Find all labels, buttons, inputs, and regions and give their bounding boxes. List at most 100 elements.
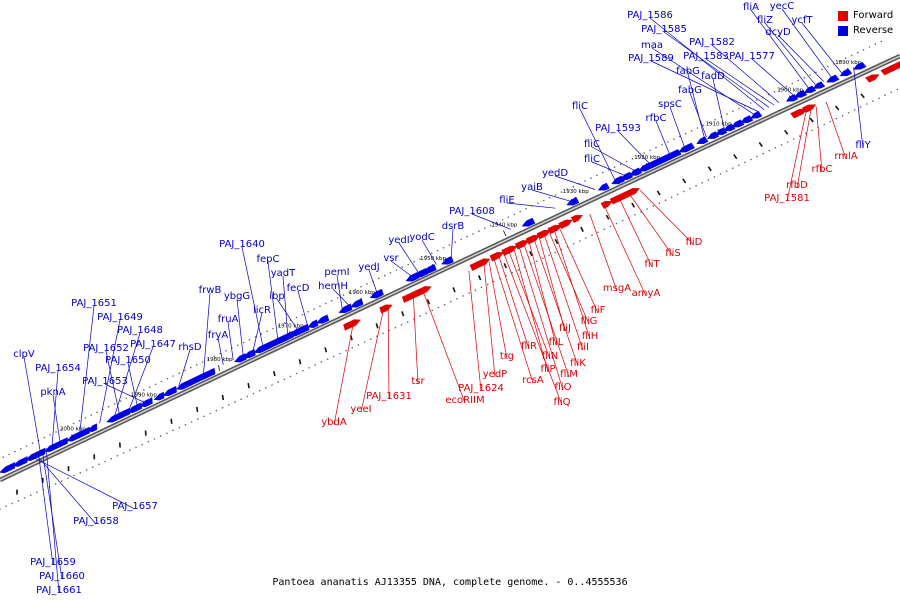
- gene-label: PAJ_1582: [689, 37, 735, 48]
- reverse-gene: [715, 127, 728, 135]
- reverse-gene: [66, 426, 91, 442]
- track-dot: [850, 54, 853, 57]
- gene-label: fliK: [570, 358, 586, 369]
- gene-label: ybgG: [224, 291, 250, 302]
- track-dot: [554, 194, 557, 196]
- track-dot: [25, 445, 28, 447]
- track-dot: [480, 286, 483, 289]
- track-dot: [634, 214, 636, 216]
- track-dot: [872, 100, 874, 102]
- reverse-gene: [839, 68, 853, 77]
- track-mark: [324, 347, 328, 353]
- label-leader-lines: [23, 8, 864, 594]
- track-dot: [844, 57, 847, 59]
- gene-label: spsC: [658, 99, 682, 110]
- track-dot: [621, 219, 624, 222]
- track-dot: [407, 263, 410, 266]
- label-leader: [421, 239, 437, 265]
- track-mark: [707, 166, 712, 172]
- track-dot: [72, 422, 75, 425]
- label-leader: [663, 31, 770, 108]
- track-mark: [298, 359, 302, 365]
- track-dot: [536, 260, 538, 263]
- track-dot: [388, 329, 391, 332]
- label-leader: [267, 261, 279, 340]
- gene-label: amyA: [632, 288, 661, 299]
- label-leader: [619, 199, 653, 268]
- track-dot: [673, 138, 675, 140]
- track-dot: [542, 257, 544, 260]
- label-leader: [252, 312, 263, 351]
- label-leader: [52, 394, 61, 443]
- gene-label: PAJ_1661: [36, 585, 82, 596]
- reverse-gene: [785, 94, 799, 102]
- track-dot: [454, 241, 457, 243]
- track-dot: [862, 49, 865, 51]
- track-dot: [839, 60, 841, 62]
- label-leader: [523, 244, 570, 378]
- reverse-gene: [12, 456, 28, 467]
- track-dot: [755, 99, 758, 101]
- track-dot: [419, 315, 421, 317]
- track-mark: [834, 105, 840, 111]
- forward-gene: [489, 252, 505, 262]
- track-dot: [219, 352, 221, 355]
- track-dot: [732, 110, 734, 113]
- label-leader: [669, 106, 685, 148]
- track-dot: [566, 188, 569, 191]
- label-leader: [853, 67, 864, 149]
- label-leader: [650, 60, 760, 113]
- gene-label: PAJ_1654: [35, 363, 81, 374]
- track-mark: [401, 311, 405, 317]
- label-leader: [114, 332, 141, 417]
- forward-swatch: [838, 10, 848, 21]
- track-dot: [351, 347, 354, 349]
- track-dot: [394, 326, 397, 329]
- reverse-gene: [298, 323, 310, 333]
- track-dot: [78, 419, 81, 422]
- track-dot: [462, 295, 464, 297]
- track-dot: [615, 222, 618, 225]
- track-dot: [472, 233, 474, 235]
- gene-label: ybdA: [321, 417, 347, 428]
- track-dot: [98, 463, 100, 466]
- gene-label: fliO: [555, 382, 572, 393]
- scale-tick-label: 1910 kbp: [706, 121, 732, 127]
- gene-label: fliC: [572, 101, 588, 112]
- forward-gene: [801, 104, 817, 113]
- label-leader: [227, 321, 234, 361]
- track-dot: [652, 205, 655, 207]
- forward-gene: [600, 201, 613, 209]
- track-dot: [841, 114, 844, 117]
- track-mark: [426, 299, 431, 305]
- track-dot: [313, 308, 315, 310]
- track-dot: [8, 453, 10, 456]
- track-dot: [36, 491, 38, 494]
- track-dot: [821, 68, 823, 71]
- scale-tick: [503, 230, 507, 237]
- track-dot: [670, 196, 673, 199]
- gene-label: rfbC: [646, 113, 667, 124]
- label-leader: [629, 194, 674, 257]
- track-dot: [413, 260, 415, 263]
- track-dot: [690, 130, 693, 132]
- gene-label: frwB: [199, 285, 222, 296]
- track-dot: [213, 355, 216, 358]
- scale-tick-label: 2000 kbp: [60, 426, 86, 432]
- gene-label: yedD: [542, 168, 568, 179]
- track-dot: [363, 341, 366, 343]
- gene-label: yodC: [409, 232, 434, 243]
- track-dot: [613, 166, 616, 168]
- track-dot: [744, 161, 746, 164]
- reverse-gene: [723, 123, 736, 132]
- reverse-genes: [0, 61, 867, 474]
- gene-label: PAJ_1651: [71, 298, 117, 309]
- track-dot: [178, 426, 181, 429]
- label-leader: [639, 190, 695, 246]
- reverse-gene: [369, 288, 384, 299]
- reverse-gene: [441, 256, 454, 265]
- legend: Forward Reverse: [838, 8, 893, 38]
- track-dot: [791, 82, 794, 85]
- track-dot: [596, 174, 598, 177]
- label-leader: [203, 292, 211, 375]
